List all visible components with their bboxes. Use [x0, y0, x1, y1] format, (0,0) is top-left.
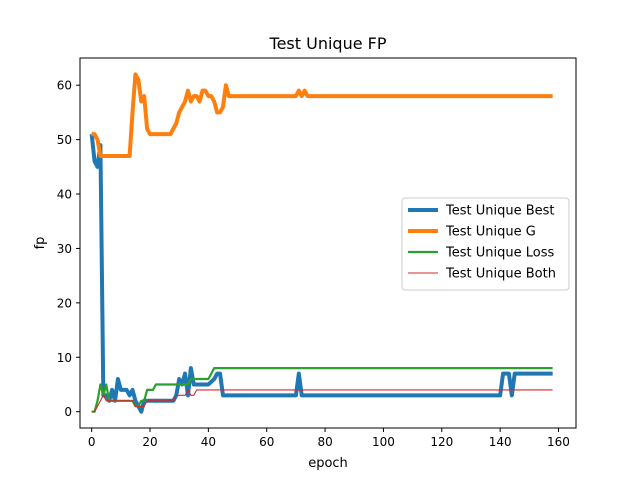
y-tick-label: 20: [57, 296, 72, 310]
y-tick-label: 60: [57, 79, 72, 93]
x-tick-label: 20: [142, 435, 157, 449]
x-tick-label: 160: [547, 435, 570, 449]
legend-label: Test Unique Loss: [445, 246, 554, 261]
y-tick-label: 40: [57, 188, 72, 202]
y-axis-label: fp: [33, 237, 48, 250]
y-axis: 0 10 20 30 40 50 60: [57, 79, 80, 419]
y-tick-label: 30: [57, 242, 72, 256]
x-axis-label: epoch: [308, 456, 348, 471]
legend-label: Test Unique Best: [445, 204, 555, 219]
legend: Test Unique Best Test Unique G Test Unique…: [401, 197, 570, 291]
chart-title: Test Unique FP: [269, 34, 387, 53]
y-tick-label: 0: [64, 405, 72, 419]
legend-box: [401, 197, 570, 291]
x-tick-label: 0: [88, 435, 96, 449]
x-axis: 0 20 40 60 80 100 120 140 160: [88, 428, 570, 449]
series-layer: [89, 72, 553, 414]
x-tick-label: 140: [489, 435, 512, 449]
x-tick-label: 120: [430, 435, 453, 449]
plot-frame: [79, 57, 577, 429]
x-tick-label: 40: [201, 435, 216, 449]
legend-label: Test Unique G: [445, 225, 536, 240]
series-line-2: [91, 72, 553, 158]
y-tick-label: 10: [57, 351, 72, 365]
series-line-4: [91, 389, 553, 413]
x-tick-label: 80: [317, 435, 332, 449]
legend-label: Test Unique Both: [445, 267, 556, 282]
x-tick-label: 60: [259, 435, 274, 449]
x-tick-label: 100: [372, 435, 395, 449]
y-tick-label: 50: [57, 133, 72, 147]
